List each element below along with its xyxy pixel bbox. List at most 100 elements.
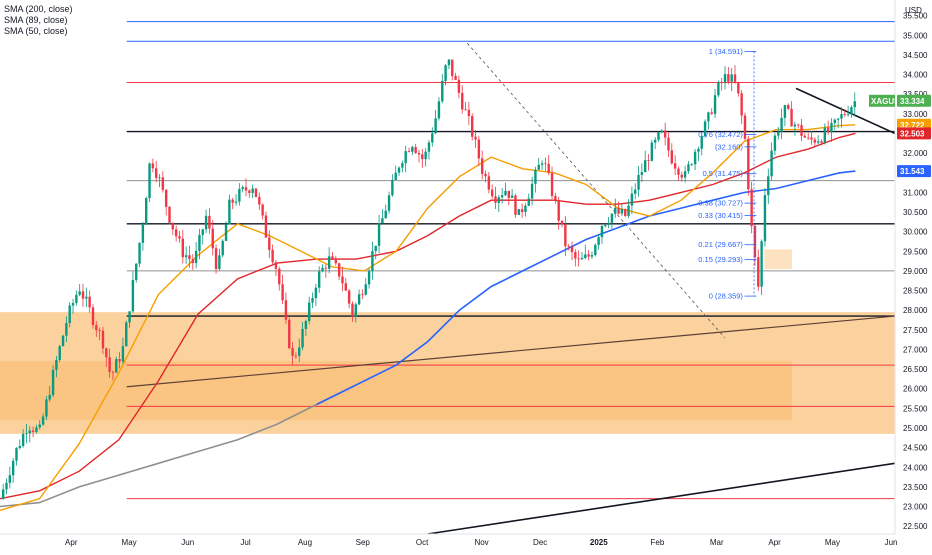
- candle[interactable]: [158, 177, 161, 179]
- candle[interactable]: [793, 124, 797, 127]
- candle[interactable]: [610, 213, 614, 223]
- candle[interactable]: [773, 135, 777, 151]
- candle[interactable]: [600, 226, 604, 238]
- time-axis[interactable]: [0, 534, 932, 550]
- candle[interactable]: [15, 447, 18, 461]
- candle[interactable]: [101, 330, 105, 349]
- candle[interactable]: [68, 305, 71, 324]
- candle[interactable]: [544, 163, 547, 165]
- candle[interactable]: [627, 205, 630, 217]
- candle[interactable]: [221, 240, 224, 256]
- price-tag[interactable]: [897, 165, 931, 178]
- candle[interactable]: [534, 169, 537, 184]
- candle[interactable]: [457, 79, 461, 93]
- candle[interactable]: [564, 224, 567, 247]
- candle[interactable]: [241, 187, 244, 189]
- candle[interactable]: [806, 137, 810, 139]
- candle[interactable]: [337, 263, 341, 277]
- candle[interactable]: [314, 287, 318, 299]
- price-axis[interactable]: [895, 0, 932, 550]
- candle[interactable]: [640, 172, 644, 175]
- candle[interactable]: [387, 195, 391, 211]
- candle[interactable]: [477, 139, 481, 159]
- candle[interactable]: [154, 168, 158, 178]
- candle[interactable]: [151, 163, 155, 169]
- candle[interactable]: [108, 357, 111, 372]
- candle[interactable]: [647, 160, 650, 162]
- candle[interactable]: [853, 101, 856, 108]
- candle[interactable]: [687, 164, 690, 172]
- legend-sma200[interactable]: SMA (200, close): [4, 4, 73, 14]
- candle[interactable]: [331, 256, 334, 260]
- candle[interactable]: [38, 424, 41, 428]
- candle[interactable]: [218, 255, 221, 270]
- legend-sma89[interactable]: SMA (89, close): [4, 15, 68, 25]
- candle[interactable]: [324, 267, 328, 269]
- candle[interactable]: [607, 222, 610, 225]
- candle[interactable]: [624, 209, 627, 217]
- candle[interactable]: [404, 151, 407, 164]
- candle[interactable]: [411, 147, 414, 152]
- candle[interactable]: [234, 201, 238, 203]
- candle[interactable]: [421, 154, 424, 160]
- candle[interactable]: [81, 291, 85, 299]
- candle[interactable]: [447, 59, 451, 66]
- candle[interactable]: [441, 80, 444, 102]
- candle[interactable]: [274, 262, 278, 269]
- candle[interactable]: [211, 228, 214, 249]
- candle[interactable]: [65, 323, 68, 336]
- candle[interactable]: [75, 294, 78, 304]
- candle[interactable]: [660, 130, 664, 133]
- candle[interactable]: [540, 163, 544, 165]
- candle[interactable]: [21, 433, 25, 447]
- candle[interactable]: [733, 74, 737, 82]
- candle[interactable]: [357, 294, 361, 305]
- candle[interactable]: [88, 296, 91, 308]
- candle[interactable]: [417, 152, 421, 155]
- sma50-line[interactable]: [0, 124, 856, 512]
- sma200-line-early[interactable]: [0, 384, 357, 508]
- candle[interactable]: [181, 238, 185, 258]
- candle[interactable]: [11, 460, 15, 476]
- candle[interactable]: [384, 210, 387, 219]
- candle[interactable]: [753, 226, 757, 258]
- candle[interactable]: [291, 348, 294, 356]
- candle[interactable]: [663, 130, 667, 138]
- candle[interactable]: [830, 122, 833, 133]
- candle[interactable]: [777, 131, 780, 136]
- candle[interactable]: [184, 255, 188, 258]
- candle[interactable]: [397, 167, 401, 173]
- candle[interactable]: [637, 174, 640, 190]
- candle[interactable]: [580, 257, 584, 260]
- candle[interactable]: [467, 109, 471, 117]
- price-tag[interactable]: [897, 127, 931, 140]
- candle[interactable]: [85, 296, 88, 299]
- candle[interactable]: [717, 82, 720, 96]
- candle[interactable]: [720, 82, 723, 83]
- candle[interactable]: [58, 346, 61, 360]
- candle[interactable]: [464, 109, 467, 111]
- candle[interactable]: [574, 252, 577, 259]
- candle[interactable]: [487, 176, 491, 190]
- candle[interactable]: [347, 290, 351, 304]
- legend-sma50[interactable]: SMA (50, close): [4, 26, 68, 36]
- price-tag[interactable]: [897, 94, 931, 107]
- candle[interactable]: [584, 254, 587, 258]
- candle[interactable]: [763, 195, 767, 242]
- candle[interactable]: [680, 174, 683, 178]
- candle[interactable]: [71, 303, 75, 306]
- candle[interactable]: [820, 141, 823, 143]
- candle[interactable]: [770, 150, 773, 177]
- candle[interactable]: [128, 311, 131, 323]
- symbol-tag[interactable]: [869, 94, 895, 107]
- candle[interactable]: [614, 207, 617, 214]
- candle[interactable]: [843, 114, 846, 115]
- candle[interactable]: [577, 258, 580, 260]
- candle[interactable]: [743, 115, 747, 139]
- candle[interactable]: [281, 284, 284, 301]
- candle[interactable]: [833, 119, 837, 123]
- candle[interactable]: [703, 121, 707, 137]
- candle[interactable]: [653, 139, 657, 143]
- candle[interactable]: [650, 142, 654, 161]
